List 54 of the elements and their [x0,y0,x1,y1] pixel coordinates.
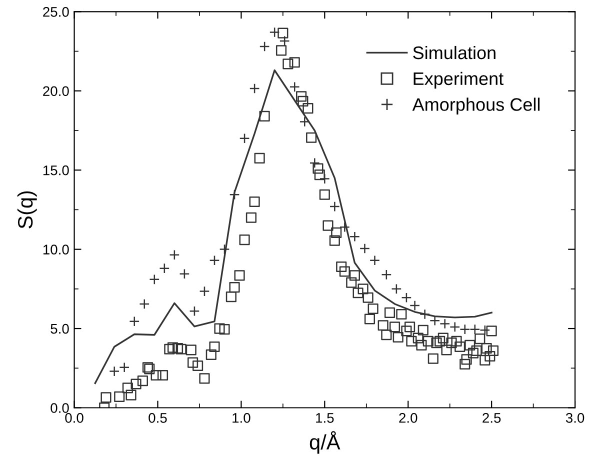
point [119,362,130,373]
point [179,268,190,280]
point [309,158,320,168]
point [249,83,260,94]
point [139,298,150,310]
point [209,255,220,266]
point [299,116,310,128]
point [169,250,180,260]
point [229,189,240,200]
y-tick-label: 10.0 [43,244,69,254]
y-tick-label: 5.0 [50,324,69,334]
point [239,133,250,144]
legend-label: Experiment [414,72,504,89]
point [269,26,280,38]
point [159,263,170,274]
point [480,324,490,336]
y-tick-label: 20.0 [43,86,69,96]
legend-label: Amorphous Cell [412,98,540,115]
point [319,174,330,184]
point [189,306,200,316]
y-tick-label: 25.0 [43,6,69,17]
point [369,255,380,266]
point [339,222,350,232]
y-axis-title: S(q) [17,191,37,228]
point [219,244,230,255]
point [199,286,210,297]
point [279,36,290,46]
point [109,366,120,377]
point [329,201,340,212]
x-tick-label: 1.0 [232,412,250,423]
point [470,324,480,335]
x-axis-title: q/Å [310,431,340,454]
x-tick-label: 3.0 [566,412,584,423]
x-tick-label: 0.0 [65,412,84,423]
legend-label: Simulation [413,46,496,60]
y-tick-label: 15.0 [43,165,69,176]
point [259,41,270,52]
point [460,324,470,335]
y-tick-label: 0.0 [50,403,69,413]
point [149,274,160,285]
point [359,243,370,254]
point [440,318,450,330]
point [349,231,360,242]
point [450,322,460,332]
point [129,316,140,327]
x-tick-label: 1.5 [316,413,334,423]
x-tick-label: 2.5 [482,412,501,423]
x-tick-label: 2.0 [399,412,418,423]
point [289,82,300,92]
point [410,300,420,311]
point [391,284,402,294]
point [401,292,412,303]
point [381,269,392,280]
x-tick-label: 0.5 [148,412,167,423]
